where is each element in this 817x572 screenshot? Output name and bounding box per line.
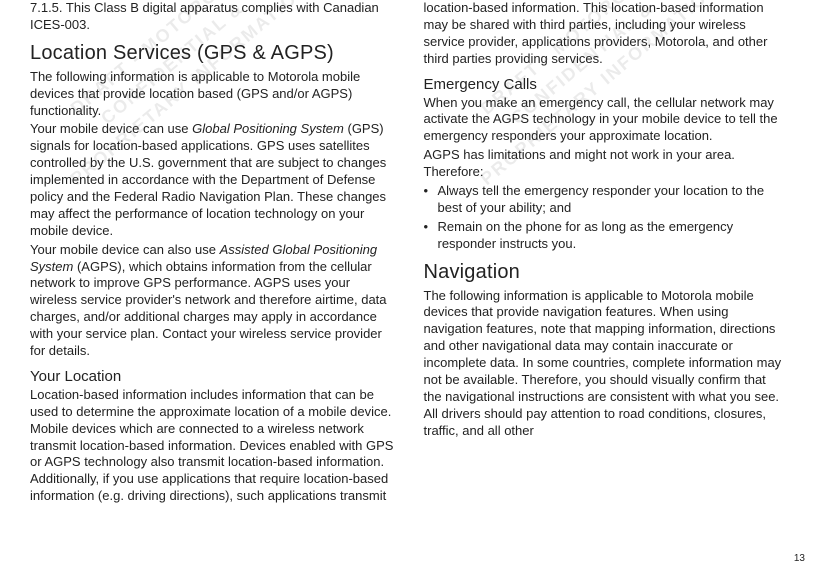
para-emergency-1: When you make an emergency call, the cel… — [424, 95, 788, 146]
para-navigation: The following information is applicable … — [424, 288, 788, 440]
text-run: Your mobile device can also use — [30, 242, 220, 257]
list-item: Always tell the emergency responder your… — [424, 183, 788, 217]
emergency-bullet-list: Always tell the emergency responder your… — [424, 183, 788, 253]
heading-location-services: Location Services (GPS & AGPS) — [30, 42, 394, 65]
text-run: (GPS) signals for location-based applica… — [30, 121, 386, 237]
heading-your-location: Your Location — [30, 368, 394, 385]
page-number: 13 — [794, 553, 805, 564]
para-gps: Your mobile device can use Global Positi… — [30, 121, 394, 239]
text-columns: 7.1.5. This Class B digital apparatus co… — [30, 0, 787, 520]
italic-run: Global Positioning System — [192, 121, 344, 136]
para-ices: 7.1.5. This Class B digital apparatus co… — [30, 0, 394, 34]
para-emergency-2: AGPS has limitations and might not work … — [424, 147, 788, 181]
text-run: (AGPS), which obtains information from t… — [30, 259, 387, 358]
list-item: Remain on the phone for as long as the e… — [424, 219, 788, 253]
manual-page: DRAFT - MOTOROLA CONFIDENTIAL & PROPRIET… — [0, 0, 817, 572]
text-run: Your mobile device can use — [30, 121, 192, 136]
heading-emergency-calls: Emergency Calls — [424, 76, 788, 93]
heading-navigation: Navigation — [424, 261, 788, 284]
para-agps: Your mobile device can also use Assisted… — [30, 242, 394, 360]
para-loc-intro: The following information is applicable … — [30, 69, 394, 120]
